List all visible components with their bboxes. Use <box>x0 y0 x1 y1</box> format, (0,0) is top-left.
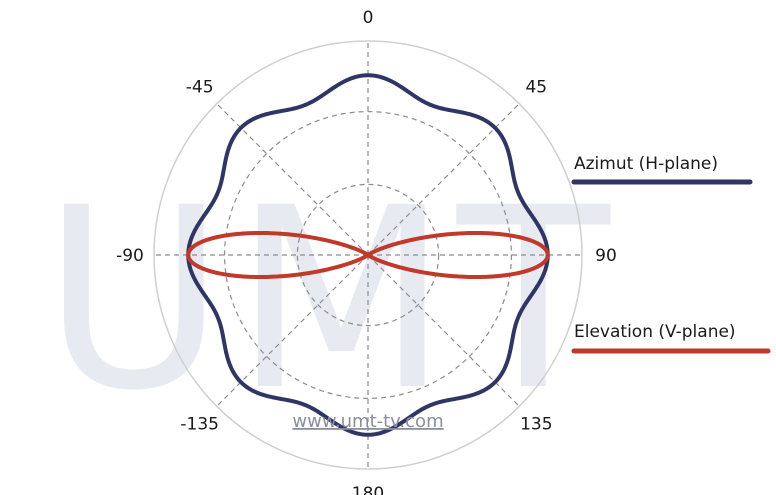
grid-ring-1 <box>296 183 440 327</box>
legend-label-elevation: Elevation (V-plane) <box>574 322 736 342</box>
website-link[interactable]: www.umt-tv.com <box>292 411 443 432</box>
grid-ring-2 <box>224 111 512 399</box>
polar-grid <box>153 40 583 470</box>
tick-label-135: 135 <box>520 414 552 434</box>
legend-label-azimuth: Azimut (H-plane) <box>574 154 718 174</box>
series-elevation <box>186 230 550 280</box>
plot-series <box>186 73 550 437</box>
tick-label-0: 0 <box>363 8 374 28</box>
tick-label-180: 180 <box>352 484 384 495</box>
angular-tick-labels: 0 45 90 135 180 -135 -90 -45 <box>116 8 617 495</box>
tick-label-neg45: -45 <box>186 78 214 98</box>
watermark-logo: UMT <box>42 154 617 445</box>
outer-ring <box>153 40 583 470</box>
series-azimuth <box>186 73 550 437</box>
tick-label-45: 45 <box>525 78 547 98</box>
tick-label-neg90: -90 <box>116 246 144 266</box>
tick-label-neg135: -135 <box>180 414 219 434</box>
legend: Azimut (H-plane) Elevation (V-plane) <box>571 154 771 354</box>
tick-label-90: 90 <box>595 246 617 266</box>
